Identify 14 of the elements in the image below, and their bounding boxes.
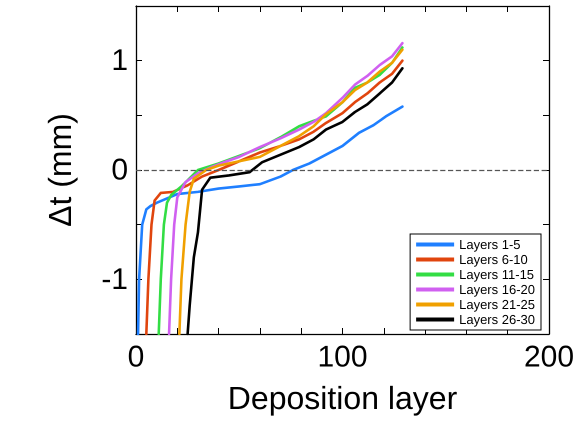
legend-label: Layers 6-10 xyxy=(459,252,528,267)
legend-label: Layers 16-20 xyxy=(459,282,536,297)
line-series xyxy=(136,105,404,336)
legend-label: Layers 11-15 xyxy=(459,267,534,282)
y-tick-label: 0 xyxy=(111,154,128,186)
legend-label: Layers 1-5 xyxy=(459,237,521,252)
y-tick-label: -1 xyxy=(101,262,128,296)
y-tick-label: 1 xyxy=(111,44,128,78)
x-axis-title: Deposition layer xyxy=(228,380,458,416)
x-tick-label: 100 xyxy=(317,340,368,374)
legend-label: Layers 26-30 xyxy=(459,312,536,327)
x-tick-label: 200 xyxy=(524,340,574,374)
y-axis-title: Δt (mm) xyxy=(42,113,78,227)
legend-label: Layers 21-25 xyxy=(459,297,536,312)
